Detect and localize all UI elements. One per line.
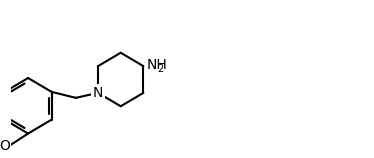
Text: N: N (93, 86, 103, 100)
Text: O: O (0, 139, 10, 153)
Text: 2: 2 (157, 64, 163, 74)
Text: NH: NH (146, 58, 167, 72)
